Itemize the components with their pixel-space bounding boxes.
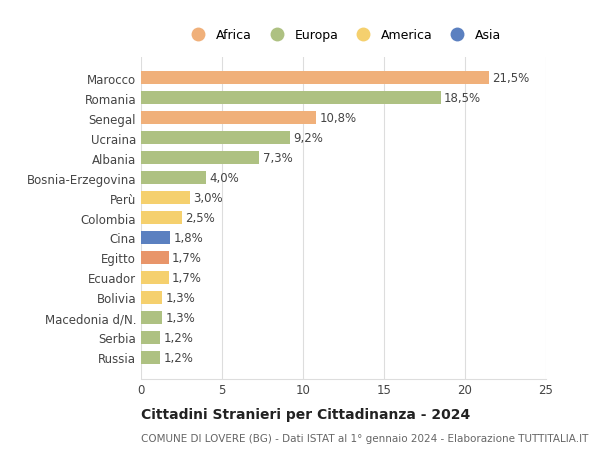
Text: 1,7%: 1,7% xyxy=(172,271,202,284)
Text: 1,7%: 1,7% xyxy=(172,252,202,264)
Bar xyxy=(141,231,170,245)
Bar xyxy=(141,112,316,125)
Text: 4,0%: 4,0% xyxy=(209,172,239,185)
Bar xyxy=(141,132,290,145)
Text: Cittadini Stranieri per Cittadinanza - 2024: Cittadini Stranieri per Cittadinanza - 2… xyxy=(141,407,470,421)
Text: 10,8%: 10,8% xyxy=(319,112,356,125)
Text: 1,2%: 1,2% xyxy=(164,331,194,344)
Bar xyxy=(141,351,160,364)
Bar xyxy=(141,212,182,224)
Bar xyxy=(141,311,162,324)
Bar xyxy=(141,72,490,85)
Text: 2,5%: 2,5% xyxy=(185,212,214,224)
Text: 7,3%: 7,3% xyxy=(263,152,292,165)
Text: COMUNE DI LOVERE (BG) - Dati ISTAT al 1° gennaio 2024 - Elaborazione TUTTITALIA.: COMUNE DI LOVERE (BG) - Dati ISTAT al 1°… xyxy=(141,433,589,442)
Bar xyxy=(141,152,259,165)
Text: 21,5%: 21,5% xyxy=(493,72,530,85)
Text: 1,3%: 1,3% xyxy=(166,311,195,324)
Bar xyxy=(141,291,162,304)
Bar xyxy=(141,172,206,185)
Text: 1,2%: 1,2% xyxy=(164,351,194,364)
Text: 3,0%: 3,0% xyxy=(193,191,223,205)
Text: 18,5%: 18,5% xyxy=(444,92,481,105)
Bar xyxy=(141,252,169,264)
Text: 9,2%: 9,2% xyxy=(293,132,323,145)
Legend: Africa, Europa, America, Asia: Africa, Europa, America, Asia xyxy=(184,27,503,45)
Bar xyxy=(141,92,440,105)
Text: 1,8%: 1,8% xyxy=(173,231,203,245)
Bar xyxy=(141,271,169,284)
Bar xyxy=(141,191,190,205)
Bar xyxy=(141,331,160,344)
Text: 1,3%: 1,3% xyxy=(166,291,195,304)
